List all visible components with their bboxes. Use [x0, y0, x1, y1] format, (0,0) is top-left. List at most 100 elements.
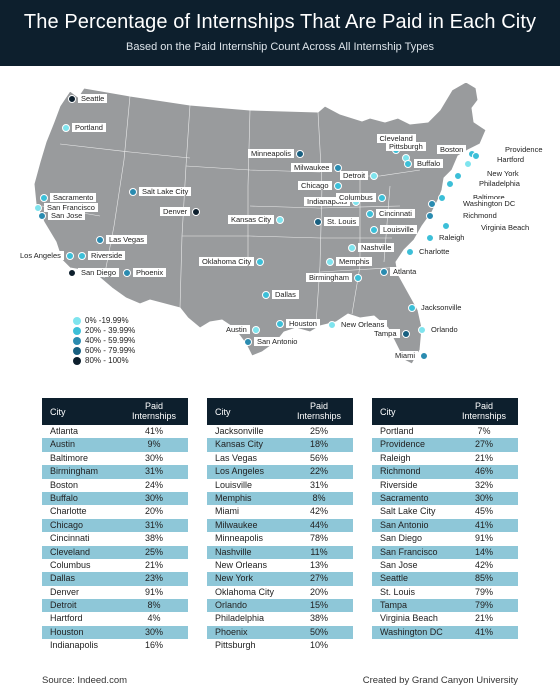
- cell-paid: 91%: [474, 533, 493, 544]
- cell-city: New Orleans: [215, 559, 268, 570]
- header-paid: Paid Internships: [296, 401, 342, 421]
- cell-paid: 30%: [474, 492, 493, 503]
- city-dot: [366, 210, 374, 218]
- city-dot: [402, 330, 410, 338]
- city-dot: [370, 172, 378, 180]
- legend-item: 40% - 59.99%: [73, 336, 135, 346]
- city-label: Milwaukee: [291, 163, 333, 172]
- cell-paid: 20%: [144, 506, 163, 517]
- table-row: Detroit 8%: [42, 599, 188, 613]
- table-row: Philadelphia 38%: [207, 612, 353, 625]
- page-subtitle: Based on the Paid Internship Count Acros…: [126, 41, 434, 53]
- cell-city: Cincinnati: [50, 533, 90, 544]
- city-label: Virginia Beach: [478, 223, 533, 232]
- table-row: Houston 30%: [42, 625, 188, 640]
- city-label: Oklahoma City: [199, 257, 255, 266]
- city-label: Boston: [437, 145, 467, 154]
- table-row: Nashville 11%: [207, 545, 353, 559]
- cell-paid: 10%: [309, 640, 328, 651]
- table-row: San Jose 42%: [372, 559, 518, 572]
- cell-paid: 79%: [474, 600, 493, 611]
- city-label: Hartford: [494, 155, 528, 164]
- legend-item: 60% - 79.99%: [73, 346, 135, 356]
- city-label: Pittsburgh: [386, 142, 426, 151]
- city-dot: [262, 291, 270, 299]
- city-dot: [256, 258, 264, 266]
- cell-paid: 27%: [474, 439, 493, 450]
- city-dot: [40, 194, 48, 202]
- cell-paid: 38%: [144, 533, 163, 544]
- cell-paid: 32%: [474, 479, 493, 490]
- city-label: Kansas City: [228, 215, 275, 224]
- cell-paid: 23%: [144, 573, 163, 584]
- cell-paid: 31%: [309, 479, 328, 490]
- table-row: Chicago 31%: [42, 518, 188, 533]
- city-dot: [296, 150, 304, 158]
- cell-city: Raleigh: [380, 452, 411, 463]
- cell-paid: 79%: [474, 586, 493, 597]
- table-row: Indianapolis 16%: [42, 639, 188, 652]
- cell-paid: 9%: [147, 439, 161, 450]
- cell-paid: 8%: [312, 492, 326, 503]
- cell-city: Cleveland: [50, 546, 91, 557]
- city-label: Columbus: [336, 193, 376, 202]
- cell-city: New York: [215, 573, 254, 584]
- city-table: City Paid Internships Jacksonville 25% Kansa…: [207, 398, 353, 653]
- table-row: New Orleans 13%: [207, 559, 353, 572]
- cell-city: Los Angeles: [215, 466, 265, 477]
- cell-city: Jacksonville: [215, 426, 264, 436]
- cell-city: Denver: [50, 586, 80, 597]
- city-label: Jacksonville: [418, 303, 465, 312]
- city-label: Cleveland: [376, 134, 416, 143]
- city-dot: [404, 160, 412, 168]
- cell-city: Phoenix: [215, 626, 248, 637]
- source-note: Source: Indeed.com: [42, 675, 128, 686]
- city-dot: [192, 208, 200, 216]
- cell-city: Providence: [380, 439, 426, 450]
- city-label: San Diego: [78, 268, 120, 277]
- table-row: Riverside 32%: [372, 479, 518, 492]
- legend-swatch: [73, 337, 81, 345]
- table-row: Phoenix 50%: [207, 625, 353, 640]
- cell-city: Dallas: [50, 573, 76, 584]
- city-dot: [129, 188, 137, 196]
- table-row: Los Angeles 22%: [207, 465, 353, 479]
- legend-item: 80% - 100%: [73, 356, 135, 366]
- table-row: Oklahoma City 20%: [207, 586, 353, 599]
- city-label: Washington DC: [460, 199, 519, 208]
- cell-paid: 46%: [474, 466, 493, 477]
- table-row: Tampa 79%: [372, 599, 518, 613]
- city-dot: [276, 216, 284, 224]
- city-dot: [68, 269, 76, 277]
- cell-paid: 16%: [144, 640, 163, 651]
- cell-paid: 85%: [474, 573, 493, 584]
- cell-paid: 13%: [309, 559, 328, 570]
- table-row: Baltimore 30%: [42, 452, 188, 465]
- table-row: Denver 91%: [42, 586, 188, 599]
- cell-paid: 30%: [144, 492, 163, 503]
- cell-city: Nashville: [215, 546, 252, 557]
- city-dot: [446, 180, 454, 188]
- cell-city: Oklahoma City: [215, 586, 275, 597]
- city-label: Louisville: [380, 225, 417, 234]
- city-dot: [420, 352, 428, 360]
- table-row: Cincinnati 38%: [42, 532, 188, 545]
- cell-paid: 7%: [477, 426, 491, 436]
- cell-city: Riverside: [380, 479, 418, 490]
- city-table: City Paid Internships Portland 7% Providence…: [372, 398, 518, 640]
- cell-city: St. Louis: [380, 586, 416, 597]
- table-row: Raleigh 21%: [372, 452, 518, 465]
- city-dot: [78, 252, 86, 260]
- city-label: Minneapolis: [248, 149, 295, 158]
- city-label: Raleigh: [436, 233, 468, 242]
- header-city: City: [215, 407, 231, 417]
- legend-item: 0% -19.99%: [73, 316, 135, 326]
- city-dot: [276, 320, 284, 328]
- city-dot: [34, 204, 42, 212]
- city-label: Miami: [392, 351, 418, 360]
- cell-paid: 41%: [144, 426, 163, 436]
- city-dot: [472, 152, 480, 160]
- legend-label: 0% -19.99%: [85, 316, 129, 325]
- cell-paid: 21%: [474, 613, 493, 624]
- cell-city: Indianapolis: [50, 640, 99, 651]
